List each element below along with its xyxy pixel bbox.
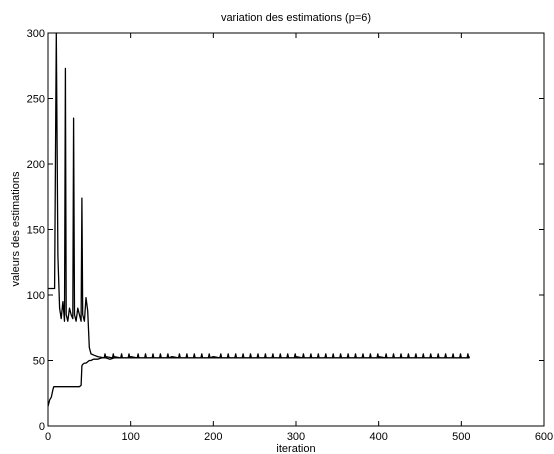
y-tick-label: 50 (33, 356, 45, 368)
x-tick-label: 200 (204, 431, 222, 443)
x-tick-label: 300 (287, 431, 305, 443)
y-tick-label: 150 (27, 225, 45, 237)
y-axis: 0 50 100 150 200 250 300 (27, 28, 544, 433)
x-tick-label: 0 (45, 431, 51, 443)
chart-title: variation des estimations (p=6) (221, 12, 371, 24)
series-layer (47, 32, 471, 407)
plot-frame (47, 32, 545, 427)
x-tick-label: 500 (452, 431, 470, 443)
y-tick-label: 300 (27, 28, 45, 40)
series-line-2 (47, 357, 470, 407)
y-tick-label: 250 (27, 94, 45, 106)
x-axis-label: iteration (276, 443, 315, 454)
y-tick-label: 100 (27, 290, 45, 302)
x-axis: 0 100 200 300 400 500 600 (45, 33, 553, 443)
y-tick-label: 200 (27, 159, 45, 171)
y-axis-label: valeurs des estimations (10, 171, 22, 286)
x-tick-label: 600 (535, 431, 553, 443)
x-tick-label: 100 (121, 431, 139, 443)
series-line-1 (48, 32, 471, 359)
x-tick-label: 400 (369, 431, 387, 443)
y-tick-label: 0 (39, 421, 45, 433)
